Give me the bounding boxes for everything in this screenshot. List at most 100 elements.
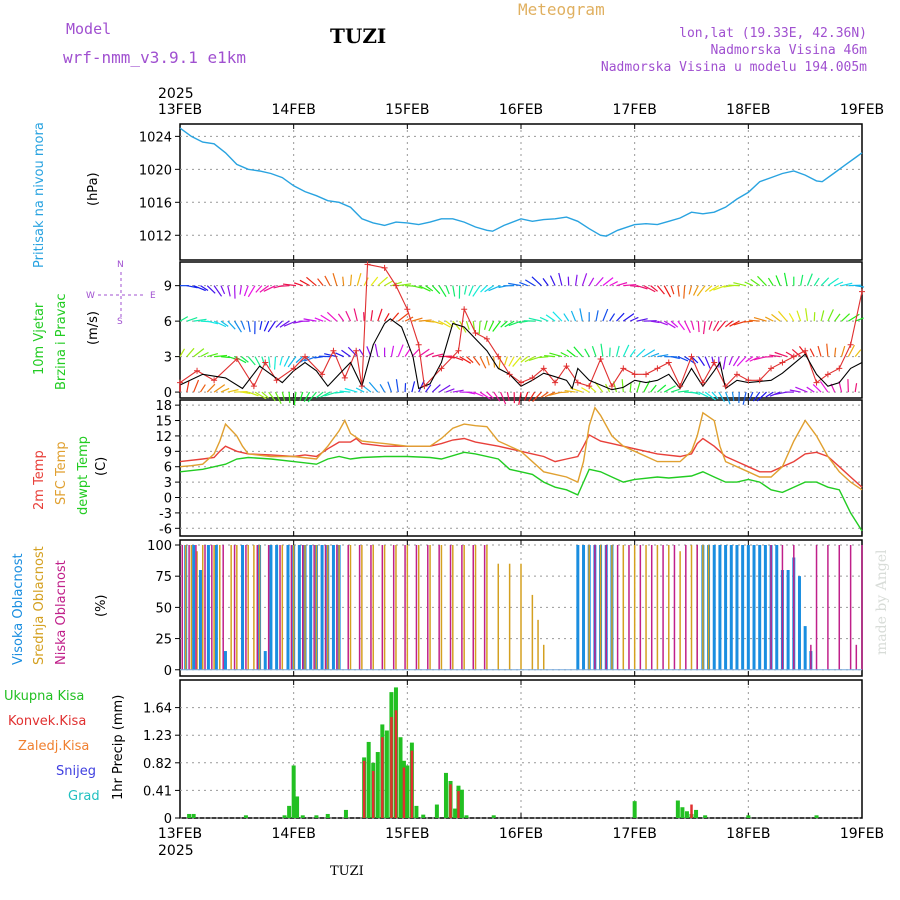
wind-gust-marker (836, 365, 843, 372)
wind-gust-marker (358, 383, 365, 390)
wind-barb (391, 281, 403, 287)
wind-barb (484, 285, 495, 293)
wind-barb (564, 389, 576, 393)
wind-barb (445, 356, 455, 359)
wind-barb (670, 356, 680, 360)
wind-barb (745, 356, 754, 363)
wind-barb (791, 348, 802, 358)
y-tick-label: 0.41 (143, 784, 172, 799)
wind-barb (314, 317, 324, 322)
wind-barb (677, 390, 689, 393)
wind-barb (374, 343, 379, 357)
wind-barb (636, 348, 646, 358)
wind-barb (704, 391, 716, 401)
wind-barb (783, 272, 788, 286)
wind-barb (622, 313, 635, 322)
wind-barb (542, 278, 549, 287)
wind-gust-marker (756, 377, 763, 384)
wind-barb (220, 320, 229, 327)
wind-barb (299, 279, 310, 287)
wind-barb (771, 313, 781, 322)
wind-barb (731, 391, 735, 402)
wind-barb (432, 320, 444, 325)
wind-barb (621, 379, 624, 393)
wind-barb (753, 316, 767, 322)
wind-gust-marker (586, 383, 593, 390)
x-tick-label-top: 15FEB (385, 102, 429, 118)
wind-barb (702, 321, 706, 335)
wind-barb (854, 349, 862, 357)
wind-barb (283, 320, 297, 327)
y-tick-label: -6 (159, 522, 172, 537)
wind-gust-marker (211, 377, 218, 384)
wind-barb (841, 282, 853, 287)
wind-barb (200, 285, 209, 292)
precip-bar-conv (362, 760, 366, 818)
wind-barb (615, 345, 620, 357)
wind-barb (445, 285, 450, 295)
wind-barb (317, 278, 324, 287)
wind-gust-marker (330, 347, 337, 354)
wind-gust-marker (250, 383, 257, 390)
wind-barb (193, 348, 205, 358)
wind-gust-marker (177, 379, 183, 386)
wind-barb (315, 391, 324, 399)
wind-gust-marker (813, 379, 820, 386)
precip-bar-total (414, 805, 419, 818)
wind-barb (827, 277, 839, 287)
wind-barb (486, 356, 490, 366)
wind-barb (622, 344, 630, 357)
wind-barb (539, 356, 549, 359)
wind-barb (841, 313, 850, 322)
wind-barb (488, 320, 495, 332)
wind-barb (452, 356, 464, 361)
temp-sfc-line (179, 406, 863, 491)
wind-barb (560, 351, 570, 358)
wind-barb (713, 285, 726, 291)
wind-barb (812, 384, 822, 393)
x-tick-label-top: 19FEB (840, 102, 884, 118)
wind-barb (379, 383, 386, 393)
wind-barb (261, 391, 269, 399)
wind-barb (279, 356, 283, 366)
wind-barb (663, 320, 676, 329)
wind-barb (368, 381, 379, 393)
wind-barb (268, 356, 271, 368)
wind-barb (688, 285, 693, 295)
y-tick-label: 1016 (139, 196, 172, 211)
wind-barb (588, 277, 595, 286)
wind-barb (452, 320, 461, 330)
wind-barb (744, 281, 754, 287)
wind-barb (294, 282, 303, 287)
wind-barb (432, 353, 444, 358)
wind-barb (267, 320, 276, 333)
wind-barb (200, 351, 209, 358)
x-tick-label-bottom: 13FEB (158, 826, 202, 842)
wind-barb (243, 285, 249, 297)
wind-barb (337, 313, 345, 322)
chart-panels: 10121016102010240369-6-30369121518025507… (139, 102, 884, 842)
precip-bar-total (191, 813, 196, 818)
wind-barb (206, 383, 216, 393)
wind-barb (499, 391, 507, 405)
wind-barb (506, 391, 510, 402)
wind-barb (213, 384, 226, 393)
wind-barb (288, 392, 291, 404)
wind-barb (425, 285, 434, 292)
wind-barb (347, 346, 358, 358)
wind-barb (377, 276, 388, 287)
wind-barb (566, 349, 576, 358)
cloud-side-label-3: Niska Oblacnost (54, 560, 69, 665)
wind-barb (353, 308, 358, 322)
y-tick-label: 3 (164, 351, 172, 366)
wind-barb (819, 381, 829, 393)
wind-barb (247, 321, 251, 333)
wind-barb (299, 391, 304, 401)
wind-barb (466, 356, 474, 364)
wind-barb (552, 311, 563, 322)
precip-bar-total (243, 815, 248, 818)
precip-legend-snow: Snijeg (56, 764, 96, 779)
wind-barb (809, 348, 815, 357)
wind-barb (324, 275, 331, 286)
wind-barb (657, 384, 667, 393)
